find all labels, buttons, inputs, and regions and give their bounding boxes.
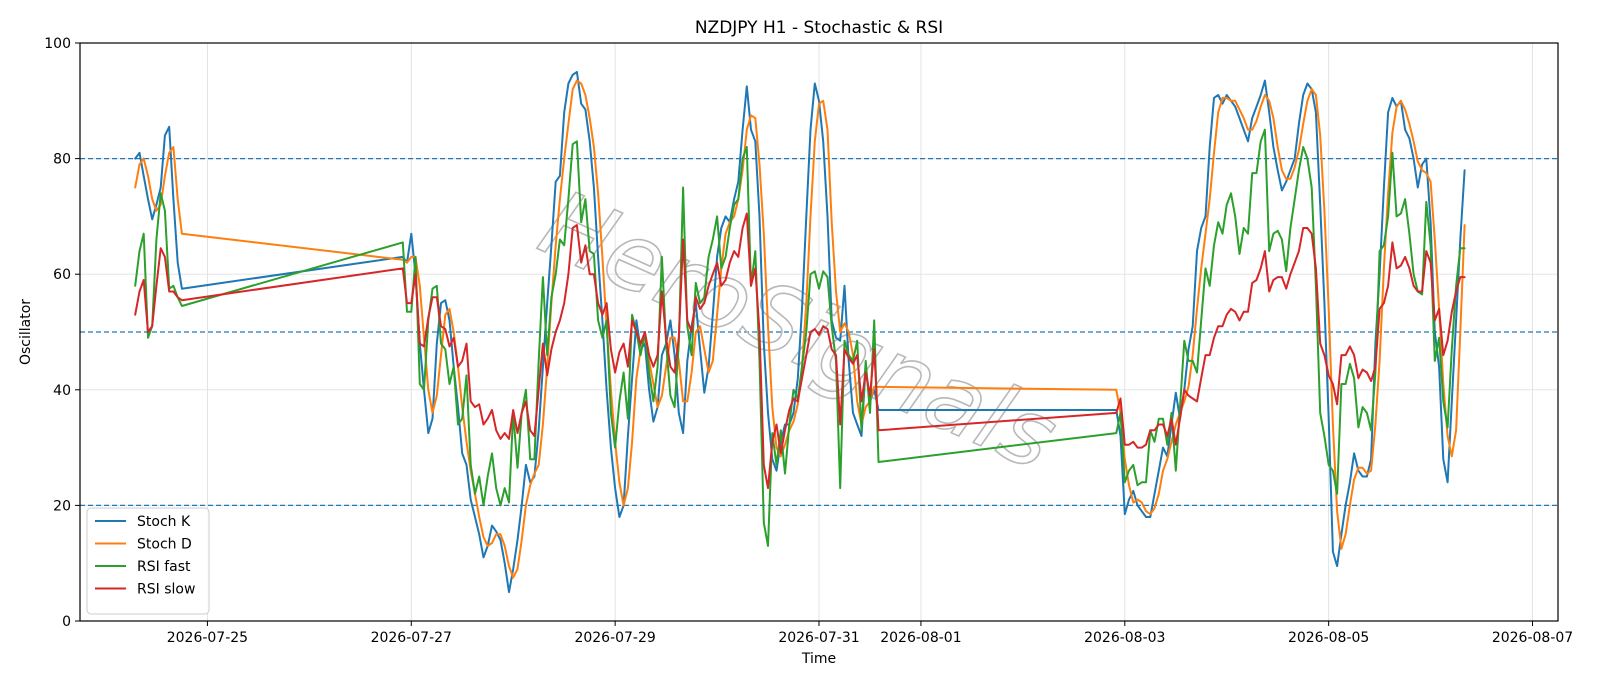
x-tick-label: 2026-08-07 [1492,630,1573,646]
series-line-stoch-d [134,79,1466,579]
legend-label-rsi-slow: RSI slow [137,582,195,598]
x-axis-ticks: 2026-07-25 2026-07-27 2026-07-29 2026-07-31… [167,621,1573,646]
x-tick-label: 2026-07-29 [574,630,655,646]
y-axis-ticks: 0 20 40 60 80 100 [44,36,80,630]
reference-lines [80,157,1558,507]
y-tick-label: 100 [44,36,71,52]
x-tick-label: 2026-08-01 [880,630,961,646]
chart-title: NZDJPY H1 - Stochastic & RSI [695,18,943,38]
legend-label-stoch-k: Stoch K [137,514,191,530]
legend-label-stoch-d: Stoch D [137,537,192,553]
x-tick-label: 2026-07-27 [371,630,452,646]
x-tick-label: 2026-08-03 [1084,630,1165,646]
y-tick-label: 0 [62,614,71,630]
x-tick-label: 2026-07-31 [778,630,859,646]
x-tick-label: 2026-07-25 [167,630,248,646]
legend-label-rsi-fast: RSI fast [137,559,191,575]
y-tick-label: 20 [53,498,71,514]
series-lines [134,70,1466,594]
x-tick-label: 2026-08-05 [1288,630,1369,646]
y-tick-label: 80 [53,152,71,168]
x-axis-label: Time [801,651,836,667]
y-axis-label: Oscillator [18,299,34,365]
legend: Stoch K Stoch D RSI fast RSI slow [86,507,210,615]
y-tick-label: 60 [53,267,71,283]
series-line-rsi-slow [134,212,1466,490]
series-line-stoch-k [134,70,1466,594]
y-tick-label: 40 [53,383,71,399]
